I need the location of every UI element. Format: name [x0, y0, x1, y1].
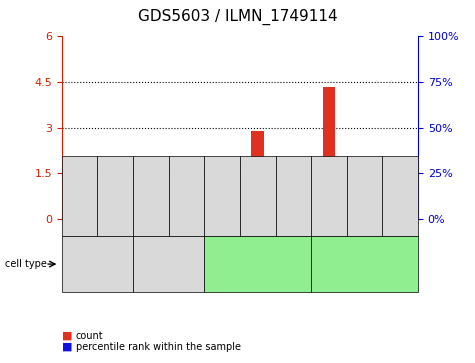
Text: embryonic stem
cell-derived
ventricular
cardiomyocyte: embryonic stem cell-derived ventricular … [143, 253, 194, 275]
Text: adult ventricular
cardiomyocyte: adult ventricular cardiomyocyte [338, 259, 391, 269]
Bar [216, 183, 228, 219]
Bar [327, 179, 331, 219]
Text: count: count [76, 331, 104, 341]
Text: GDS5603 / ILMN_1749114: GDS5603 / ILMN_1749114 [138, 9, 337, 25]
Text: GSM1226634: GSM1226634 [362, 175, 367, 217]
Text: GSM1226638: GSM1226638 [291, 175, 296, 217]
Text: GSM1226630: GSM1226630 [148, 175, 153, 217]
Bar [220, 210, 224, 219]
Text: GSM1226636: GSM1226636 [219, 175, 225, 217]
Text: cell type: cell type [5, 259, 47, 269]
Text: GSM1226637: GSM1226637 [255, 175, 260, 217]
Text: GSM1226629: GSM1226629 [77, 175, 82, 217]
Text: ■: ■ [62, 342, 72, 352]
Text: GSM1226631: GSM1226631 [326, 175, 332, 217]
Text: GSM1226635: GSM1226635 [398, 175, 403, 217]
Bar [323, 87, 335, 219]
Bar [251, 131, 264, 219]
Text: ■: ■ [62, 331, 72, 341]
Text: undifferentiated
embryonic stem
cell: undifferentiated embryonic stem cell [72, 256, 123, 272]
Text: fetal ventricular
cardiomyocyte: fetal ventricular cardiomyocyte [232, 259, 283, 269]
Text: percentile rank within the sample: percentile rank within the sample [76, 342, 241, 352]
Text: GSM1226632: GSM1226632 [184, 175, 189, 217]
Bar [256, 186, 260, 219]
Text: GSM1226633: GSM1226633 [113, 175, 118, 217]
